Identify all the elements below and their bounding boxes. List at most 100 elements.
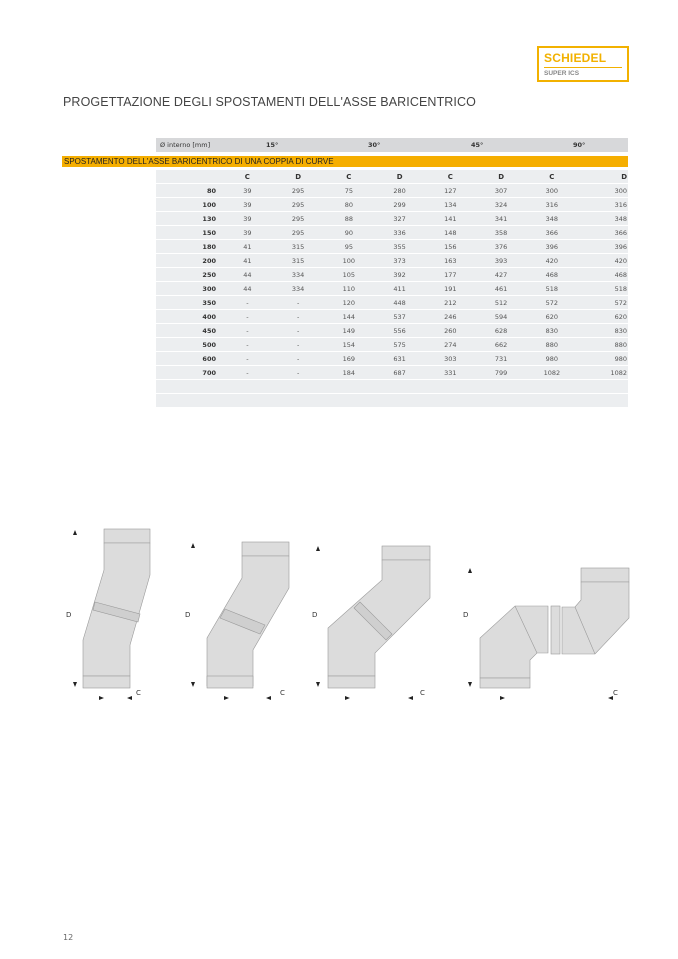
empty-cell xyxy=(577,380,628,393)
table-row: 450- -149 556 260 628 830 830 xyxy=(156,324,628,337)
empty-row xyxy=(156,380,628,393)
value-cell: 156 xyxy=(425,240,476,253)
value-cell: 373 xyxy=(374,254,425,267)
table-row: 150 39 295 90 336 148 358 366 366 xyxy=(156,226,628,239)
value-cell: 75 xyxy=(323,184,375,197)
value-cell: 572 xyxy=(577,296,628,309)
empty-cell xyxy=(526,394,578,407)
value-cell: - xyxy=(272,352,324,365)
value-cell: 448 xyxy=(374,296,425,309)
value-cell: 572 xyxy=(526,296,578,309)
value-cell: 620 xyxy=(526,310,578,323)
value-cell: 149 xyxy=(323,324,375,337)
value-cell: 316 xyxy=(526,198,578,211)
value-cell: 191 xyxy=(425,282,476,295)
logo-product: SUPER ICS xyxy=(544,70,580,77)
table-row: 400- -144 537 246 594 620 620 xyxy=(156,310,628,323)
value-cell: 295 xyxy=(272,226,324,239)
value-cell: 100 xyxy=(323,254,375,267)
angle-30: 30° xyxy=(368,141,381,149)
table-row: 80 39 295 75 280 127 307 300 300 xyxy=(156,184,628,197)
value-cell: 315 xyxy=(272,240,324,253)
value-cell: 44 xyxy=(222,282,273,295)
table-row: 700- -184 687 331 799 1082 1082 xyxy=(156,366,628,379)
diameter-cell: 350 xyxy=(156,296,222,309)
displacement-table: C D C D C D C D 80 39 295 75 280 127 307 300 300 100 39 295… xyxy=(156,169,628,408)
value-cell: 39 xyxy=(222,198,273,211)
value-cell: 295 xyxy=(272,212,324,225)
subheader-cell: D xyxy=(374,170,425,183)
diameter-cell: 450 xyxy=(156,324,222,337)
value-cell: - xyxy=(222,338,273,351)
value-cell: 177 xyxy=(425,268,476,281)
logo-brand: SCHIEDEL xyxy=(544,51,607,65)
diameter-cell: 180 xyxy=(156,240,222,253)
value-cell: 44 xyxy=(222,268,273,281)
value-cell: 127 xyxy=(425,184,476,197)
diagram-90-degree xyxy=(479,567,630,689)
value-cell: - xyxy=(222,366,273,379)
d-label: D xyxy=(463,611,468,619)
subheader-cell: C xyxy=(222,170,273,183)
value-cell: 393 xyxy=(475,254,527,267)
value-cell: 348 xyxy=(526,212,578,225)
value-cell: 392 xyxy=(374,268,425,281)
empty-cell xyxy=(222,394,273,407)
value-cell: 148 xyxy=(425,226,476,239)
value-cell: 594 xyxy=(475,310,527,323)
value-cell: - xyxy=(222,310,273,323)
value-cell: 731 xyxy=(475,352,527,365)
d-label: D xyxy=(312,611,317,619)
value-cell: 163 xyxy=(425,254,476,267)
value-cell: 366 xyxy=(577,226,628,239)
empty-cell xyxy=(156,170,222,183)
value-cell: 316 xyxy=(577,198,628,211)
empty-cell xyxy=(577,394,628,407)
value-cell: 518 xyxy=(526,282,578,295)
value-cell: 212 xyxy=(425,296,476,309)
value-cell: 427 xyxy=(475,268,527,281)
empty-cell xyxy=(323,394,375,407)
value-cell: 300 xyxy=(577,184,628,197)
c-label: C xyxy=(613,689,618,697)
table-header-row: Ø interno [mm] 15° 30° 45° 90° xyxy=(156,138,628,152)
value-cell: 184 xyxy=(323,366,375,379)
value-cell: - xyxy=(222,324,273,337)
value-cell: 41 xyxy=(222,254,273,267)
value-cell: 334 xyxy=(272,268,324,281)
c-label: C xyxy=(420,689,425,697)
diameter-cell: 300 xyxy=(156,282,222,295)
value-cell: 39 xyxy=(222,212,273,225)
value-cell: 355 xyxy=(374,240,425,253)
value-cell: - xyxy=(272,338,324,351)
value-cell: 324 xyxy=(475,198,527,211)
value-cell: 1082 xyxy=(526,366,578,379)
table-row: 130 39 295 88 327 141 341 348 348 xyxy=(156,212,628,225)
value-cell: - xyxy=(272,296,324,309)
value-cell: 300 xyxy=(526,184,578,197)
value-cell: 537 xyxy=(374,310,425,323)
angle-45: 45° xyxy=(471,141,484,149)
value-cell: 315 xyxy=(272,254,324,267)
subheader-cell: D xyxy=(475,170,527,183)
c-label: C xyxy=(280,689,285,697)
value-cell: 280 xyxy=(374,184,425,197)
value-cell: 80 xyxy=(323,198,375,211)
empty-cell xyxy=(272,394,324,407)
value-cell: 295 xyxy=(272,198,324,211)
value-cell: 376 xyxy=(475,240,527,253)
value-cell: - xyxy=(222,296,273,309)
diagram-15-degree xyxy=(82,528,151,689)
value-cell: 575 xyxy=(374,338,425,351)
section-title: SPOSTAMENTO DELL'ASSE BARICENTRICO DI UN… xyxy=(62,156,628,167)
value-cell: 631 xyxy=(374,352,425,365)
empty-cell xyxy=(475,394,527,407)
d-label: D xyxy=(66,611,71,619)
empty-row xyxy=(156,394,628,407)
diameter-cell: 250 xyxy=(156,268,222,281)
subheader-cell: C xyxy=(425,170,476,183)
value-cell: 620 xyxy=(577,310,628,323)
value-cell: 468 xyxy=(577,268,628,281)
